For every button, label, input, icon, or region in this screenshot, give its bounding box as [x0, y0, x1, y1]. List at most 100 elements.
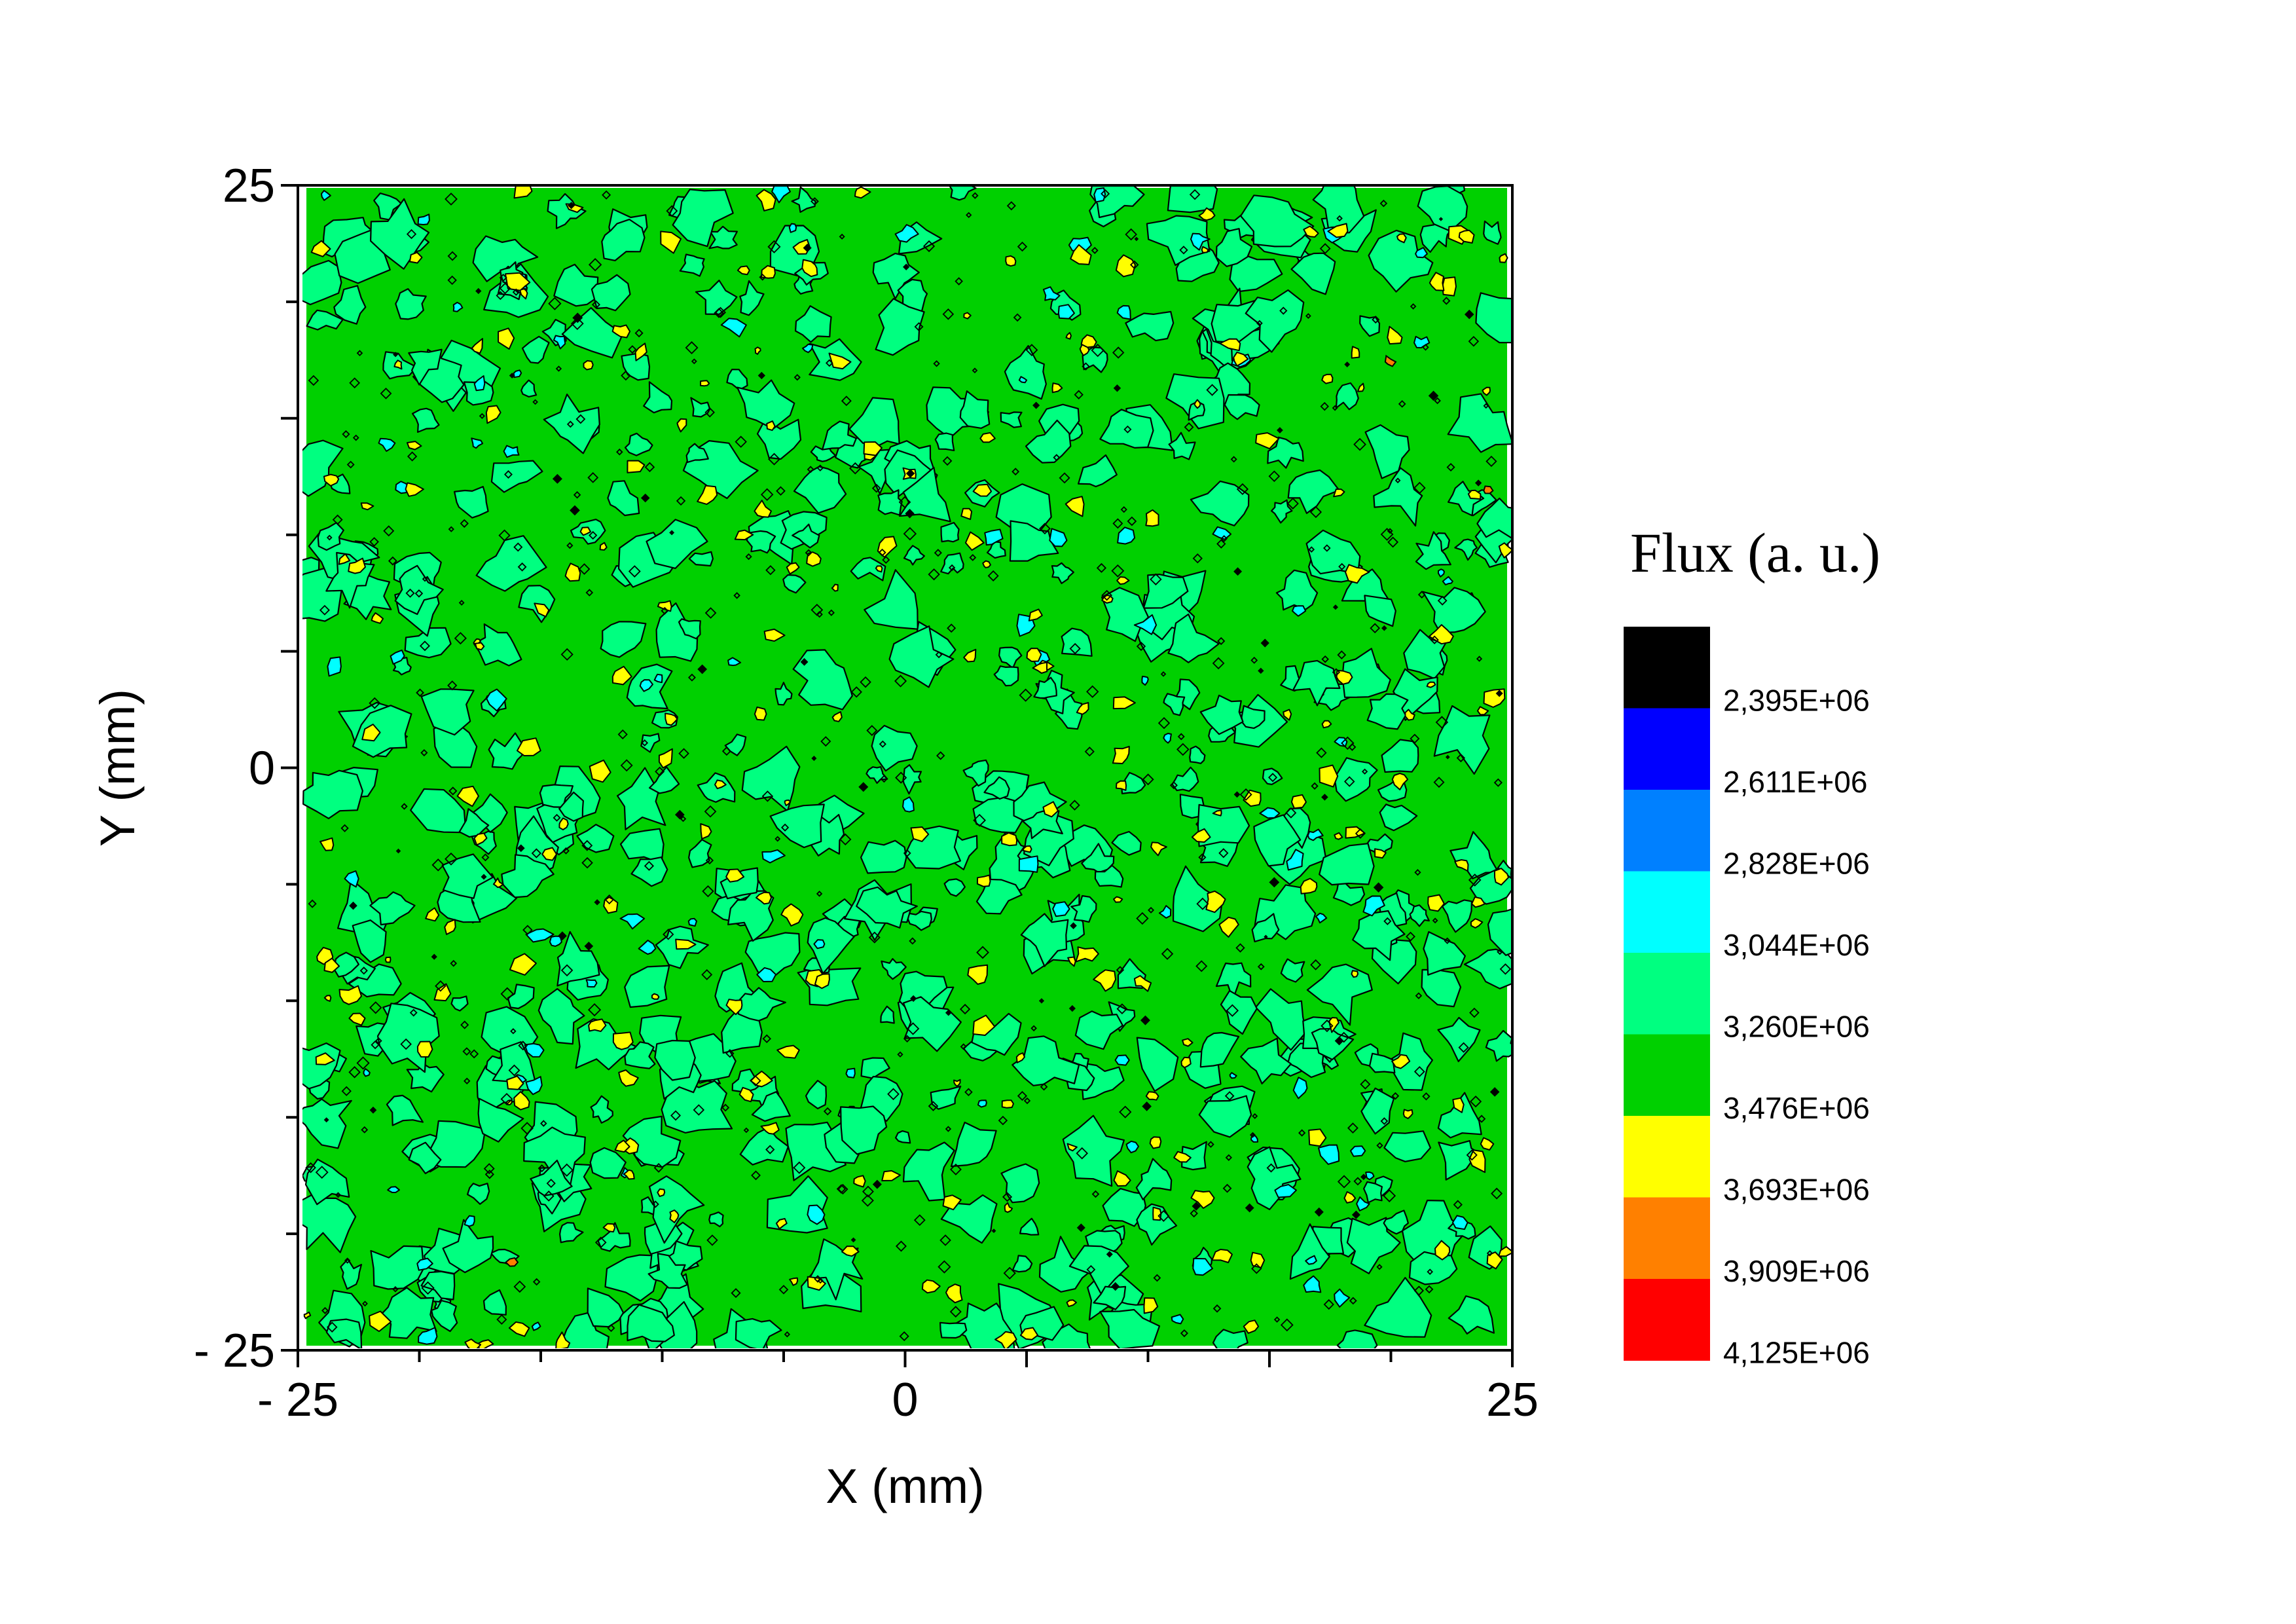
- contour-loop: [508, 1064, 520, 1077]
- contour-region-yellow: [1116, 576, 1130, 585]
- contour-region-lightgreen: [306, 309, 344, 331]
- colorbar-swatch: [1624, 871, 1710, 953]
- contour-region-yellow: [1093, 969, 1116, 992]
- contour-loop: [414, 589, 424, 598]
- contour-loop: [906, 1022, 920, 1035]
- contour-loop: [934, 549, 942, 557]
- contour-loop: [1236, 483, 1249, 496]
- contour-loop: [895, 771, 907, 784]
- contour-region-yellow: [665, 712, 678, 726]
- contour-loop: [768, 452, 781, 466]
- contour-loop: [1011, 468, 1020, 476]
- contour-loop: [704, 607, 717, 619]
- contour-loop: [321, 1306, 329, 1314]
- contour-region-black: [905, 469, 915, 478]
- contour-region-yellow: [660, 231, 682, 254]
- contour-loop: [949, 1306, 962, 1318]
- contour-loop: [1192, 553, 1203, 564]
- contour-region-yellow: [1308, 1128, 1327, 1147]
- contour-region-cyan: [1049, 528, 1068, 547]
- contour-loop: [1394, 477, 1401, 484]
- contour-region-yellow: [754, 500, 772, 518]
- contour-region-lightgreen: [1437, 1092, 1482, 1139]
- contour-loop: [340, 824, 349, 832]
- contour-region-cyan: [1018, 855, 1039, 873]
- contour-loop: [903, 1035, 911, 1043]
- contour-region-yellow: [614, 1139, 630, 1153]
- contour-loop: [406, 229, 417, 240]
- contour-region-yellow: [700, 823, 712, 840]
- contour-region-yellow: [1005, 255, 1017, 267]
- colorbar-legend: Flux (a. u.) 2,395E+06 2,611E+06 2,828E+06 3…: [1624, 521, 1880, 1370]
- contour-loop: [1116, 1003, 1128, 1015]
- contour-region-cyan: [1093, 187, 1106, 203]
- contour-region-lightgreen: [1485, 1029, 1511, 1062]
- contour-region-yellow: [725, 999, 743, 1016]
- contour-loop: [1101, 189, 1110, 198]
- contour-region-yellow: [657, 600, 672, 612]
- contour-region-black: [1134, 236, 1139, 242]
- contour-region-lightgreen: [989, 826, 1038, 896]
- contour-loop: [1198, 853, 1207, 862]
- contour-loop: [361, 1126, 369, 1134]
- x-tick-label: 25: [1486, 1374, 1539, 1426]
- contour-region-lightgreen: [769, 803, 825, 849]
- colorbar-level-label: 4,125E+06: [1723, 1336, 1870, 1370]
- contour-loop: [1177, 733, 1185, 741]
- contour-region-cyan: [452, 301, 464, 312]
- contour-loop: [346, 460, 355, 469]
- contour-loop: [693, 1104, 705, 1116]
- contour-region-yellow: [1404, 709, 1415, 721]
- contour-loop: [431, 858, 445, 872]
- contour-loop: [731, 1287, 741, 1299]
- contour-region-lightgreen: [1368, 229, 1434, 293]
- contour-region-yellow: [517, 737, 541, 756]
- contour-loop: [1112, 518, 1123, 529]
- contour-loop: [1332, 668, 1341, 676]
- contour-loop: [510, 1027, 517, 1035]
- contour-region-yellow: [964, 531, 985, 551]
- contour-region-yellow: [697, 485, 718, 506]
- contour-region-lightgreen: [1135, 1158, 1173, 1200]
- x-tick-label: 0: [892, 1374, 918, 1426]
- contour-loop: [1338, 1031, 1350, 1043]
- contour-region-cyan: [1171, 1314, 1184, 1325]
- contour-region-yellow: [1212, 809, 1222, 817]
- contour-region-black: [1445, 754, 1450, 760]
- contour-region-lightgreen: [467, 1183, 490, 1205]
- contour-region-lightgreen: [406, 1062, 445, 1093]
- contour-region-yellow: [1182, 1038, 1194, 1047]
- contour-loop: [765, 565, 776, 576]
- contour-loop: [1161, 948, 1174, 960]
- contour-loop: [861, 1194, 874, 1207]
- contour-region-lightgreen: [1364, 424, 1410, 479]
- contour-loop: [828, 609, 835, 616]
- contour-loop: [570, 317, 584, 330]
- contour-region-black: [1233, 791, 1241, 798]
- contour-loop: [416, 688, 424, 697]
- contour-region-yellow: [1343, 1191, 1357, 1204]
- contour-loop: [928, 1101, 939, 1111]
- contour-loop: [767, 240, 781, 253]
- contour-loop: [816, 464, 824, 471]
- contour-loop: [560, 1163, 574, 1177]
- contour-region-lightgreen: [903, 545, 925, 566]
- contour-loop: [1136, 912, 1149, 925]
- contour-loop: [691, 358, 697, 365]
- contour-region-lightgreen: [943, 878, 966, 897]
- contour-region-lightgreen: [1379, 803, 1418, 832]
- contour-region-black: [640, 493, 650, 503]
- contour-region-yellow: [1115, 254, 1136, 278]
- contour-region-lightgreen: [654, 1039, 696, 1081]
- contour-loop: [1468, 336, 1480, 347]
- contour-region-lightgreen: [523, 1126, 586, 1185]
- contour-loop: [959, 1003, 971, 1015]
- contour-loop: [481, 853, 490, 862]
- contour-loop: [469, 1049, 479, 1059]
- contour-region-lightgreen: [880, 1005, 895, 1024]
- contour-region-yellow: [1015, 1052, 1025, 1063]
- contour-loop: [1235, 943, 1245, 953]
- contour-loop: [447, 275, 457, 286]
- contour-loop: [903, 849, 911, 857]
- contour-loop: [458, 600, 465, 606]
